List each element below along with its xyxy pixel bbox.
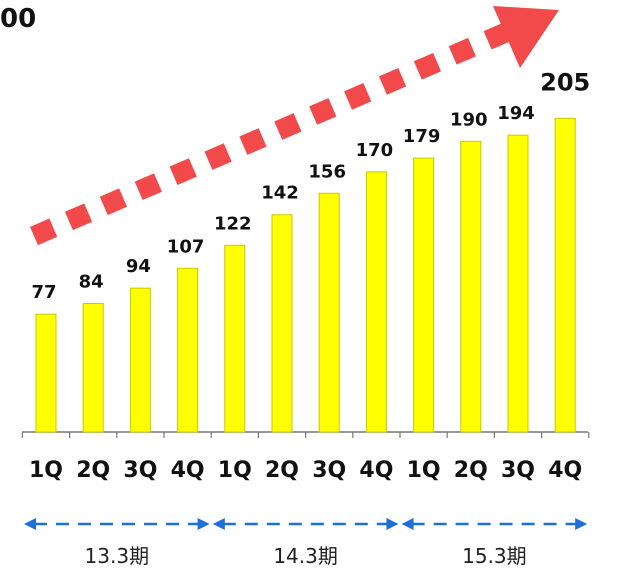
category-label-1: 1Q <box>29 458 63 483</box>
value-label-11: 194 <box>497 103 535 124</box>
bar-8 <box>365 171 387 433</box>
category-label-12: 4Q <box>548 458 582 483</box>
category-label-4: 4Q <box>171 458 205 483</box>
category-label-8: 4Q <box>359 458 393 483</box>
bar-6 <box>271 214 293 433</box>
bar-12 <box>554 117 576 433</box>
period-arrow-3-left-head <box>401 518 414 530</box>
value-label-1: 77 <box>31 282 56 303</box>
value-label-8: 170 <box>356 140 394 161</box>
bar-4 <box>177 267 199 433</box>
bar-9 <box>413 157 435 433</box>
category-label-3: 3Q <box>123 458 157 483</box>
value-label-4: 107 <box>167 236 205 257</box>
category-label-9: 1Q <box>407 458 441 483</box>
bar-5 <box>224 244 246 433</box>
period-label-2: 14.3期 <box>273 544 338 568</box>
period-label-3: 15.3期 <box>462 544 527 568</box>
bar-10 <box>460 140 482 433</box>
period-arrow-3-right-head <box>575 518 588 530</box>
category-label-6: 2Q <box>265 458 299 483</box>
value-label-6: 142 <box>261 183 299 204</box>
trend-arrow-head <box>493 6 559 68</box>
period-label-1: 13.3期 <box>85 544 150 568</box>
value-label-10: 190 <box>450 109 488 130</box>
bar-7 <box>318 192 340 433</box>
value-label-7: 156 <box>308 161 346 182</box>
category-label-10: 2Q <box>454 458 488 483</box>
value-label-9: 179 <box>403 126 441 147</box>
value-label-2: 84 <box>79 271 104 292</box>
bar-2 <box>82 302 104 433</box>
period-arrow-1-right-head <box>197 518 210 530</box>
value-label-3: 94 <box>126 256 151 277</box>
corner-text: 00 <box>0 4 37 34</box>
value-label-12: 205 <box>540 68 590 96</box>
bar-1 <box>35 313 57 433</box>
category-label-7: 3Q <box>312 458 346 483</box>
period-arrow-1-left-head <box>24 518 36 530</box>
period-arrow-2-left-head <box>212 518 225 530</box>
trend-arrow-shaft <box>30 22 511 246</box>
period-arrow-2-right-head <box>386 518 399 530</box>
category-label-5: 1Q <box>218 458 252 483</box>
bar-11 <box>507 134 529 433</box>
value-label-5: 122 <box>214 213 252 234</box>
category-label-2: 2Q <box>76 458 110 483</box>
bar-3 <box>129 287 151 433</box>
category-label-11: 3Q <box>501 458 535 483</box>
